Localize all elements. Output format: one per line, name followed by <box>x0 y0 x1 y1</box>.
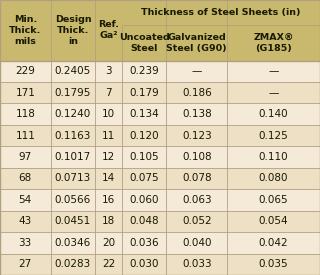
Text: 0.030: 0.030 <box>129 259 159 269</box>
Text: 68: 68 <box>19 174 32 183</box>
Text: 0.239: 0.239 <box>129 66 159 76</box>
Text: 0.110: 0.110 <box>259 152 288 162</box>
Text: 0.2405: 0.2405 <box>55 66 91 76</box>
Text: 20: 20 <box>102 238 115 248</box>
Text: Design
Thick.
in: Design Thick. in <box>55 15 91 45</box>
Bar <box>0 211 320 232</box>
Text: 0.0346: 0.0346 <box>55 238 91 248</box>
Text: 0.0566: 0.0566 <box>55 195 91 205</box>
Text: 0.108: 0.108 <box>182 152 212 162</box>
Text: —: — <box>268 88 279 98</box>
Text: 111: 111 <box>15 131 35 141</box>
Text: 0.036: 0.036 <box>129 238 159 248</box>
Text: —: — <box>192 66 202 76</box>
Text: 0.1240: 0.1240 <box>55 109 91 119</box>
Text: Galvanized
Steel (G90): Galvanized Steel (G90) <box>166 33 227 53</box>
Text: 0.052: 0.052 <box>182 216 212 226</box>
Text: 0.1163: 0.1163 <box>55 131 91 141</box>
Text: 27: 27 <box>19 259 32 269</box>
Text: 0.040: 0.040 <box>182 238 212 248</box>
Bar <box>0 146 320 168</box>
Text: 0.134: 0.134 <box>129 109 159 119</box>
Text: 171: 171 <box>15 88 35 98</box>
Text: 12: 12 <box>102 152 115 162</box>
Bar <box>0 189 320 211</box>
Bar <box>0 168 320 189</box>
Text: ZMAX®
(G185): ZMAX® (G185) <box>253 33 294 53</box>
Text: Ref.
Ga²: Ref. Ga² <box>98 20 119 40</box>
Text: 0.033: 0.033 <box>182 259 212 269</box>
Text: 0.138: 0.138 <box>182 109 212 119</box>
Text: 0.125: 0.125 <box>259 131 288 141</box>
Text: 0.080: 0.080 <box>259 174 288 183</box>
Text: 0.035: 0.035 <box>259 259 288 269</box>
Text: 118: 118 <box>15 109 35 119</box>
Text: 3: 3 <box>105 66 112 76</box>
Text: 0.0713: 0.0713 <box>55 174 91 183</box>
Text: 0.054: 0.054 <box>259 216 288 226</box>
Text: Thickness of Steel Sheets (in): Thickness of Steel Sheets (in) <box>141 8 300 17</box>
Bar <box>0 125 320 146</box>
Text: 0.123: 0.123 <box>182 131 212 141</box>
Text: 0.042: 0.042 <box>259 238 288 248</box>
Text: 22: 22 <box>102 259 115 269</box>
Text: 33: 33 <box>19 238 32 248</box>
Text: 14: 14 <box>102 174 115 183</box>
Text: 0.060: 0.060 <box>129 195 159 205</box>
Text: 0.065: 0.065 <box>259 195 288 205</box>
Text: 10: 10 <box>102 109 115 119</box>
Text: 0.1017: 0.1017 <box>55 152 91 162</box>
Text: 7: 7 <box>105 88 112 98</box>
Text: 0.105: 0.105 <box>129 152 159 162</box>
Text: 0.186: 0.186 <box>182 88 212 98</box>
Text: 0.063: 0.063 <box>182 195 212 205</box>
Text: 0.075: 0.075 <box>129 174 159 183</box>
Bar <box>0 0 320 60</box>
Text: —: — <box>268 66 279 76</box>
Bar <box>0 254 320 275</box>
Bar <box>0 103 320 125</box>
Text: 11: 11 <box>102 131 115 141</box>
Text: 54: 54 <box>19 195 32 205</box>
Text: 0.048: 0.048 <box>129 216 159 226</box>
Text: 0.179: 0.179 <box>129 88 159 98</box>
Bar <box>0 60 320 82</box>
Text: 0.140: 0.140 <box>259 109 288 119</box>
Text: 0.0451: 0.0451 <box>55 216 91 226</box>
Text: 0.078: 0.078 <box>182 174 212 183</box>
Text: 0.0283: 0.0283 <box>55 259 91 269</box>
Bar <box>0 232 320 254</box>
Text: 43: 43 <box>19 216 32 226</box>
Bar <box>0 82 320 103</box>
Text: Uncoated
Steel: Uncoated Steel <box>119 33 169 53</box>
Text: 0.120: 0.120 <box>129 131 159 141</box>
Text: Min.
Thick.
mils: Min. Thick. mils <box>9 15 42 45</box>
Text: 18: 18 <box>102 216 115 226</box>
Text: 229: 229 <box>15 66 35 76</box>
Text: 16: 16 <box>102 195 115 205</box>
Text: 0.1795: 0.1795 <box>55 88 91 98</box>
Text: 97: 97 <box>19 152 32 162</box>
